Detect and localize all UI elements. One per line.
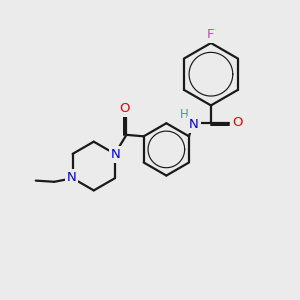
- Text: O: O: [232, 116, 242, 129]
- Text: O: O: [120, 102, 130, 115]
- Text: N: N: [189, 118, 199, 130]
- Text: H: H: [180, 108, 189, 122]
- Text: F: F: [207, 28, 215, 41]
- Text: N: N: [67, 171, 76, 184]
- Text: N: N: [111, 148, 121, 161]
